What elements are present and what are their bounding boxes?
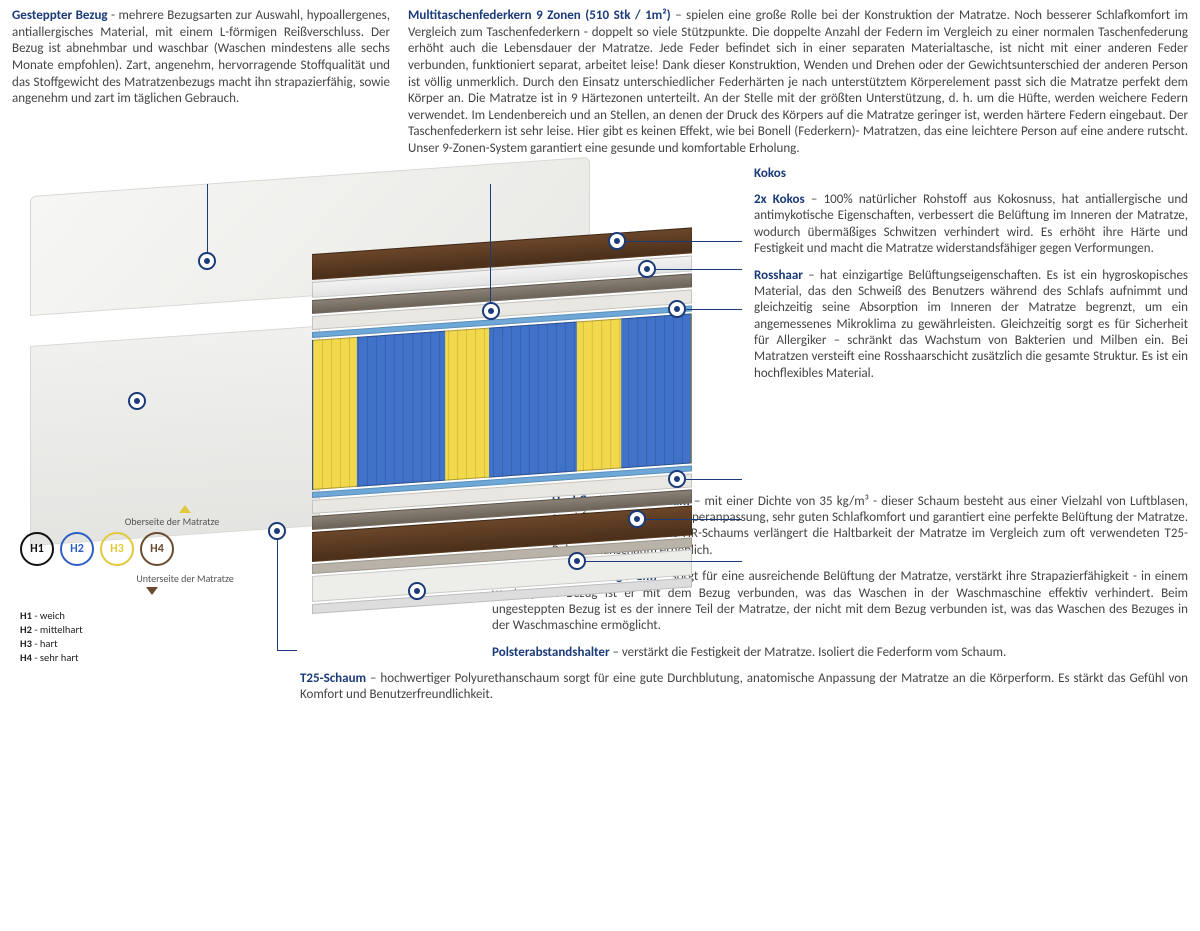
marker-hr [668, 470, 686, 488]
marker-rosshaar [668, 300, 686, 318]
hardness-circle: H2 [60, 532, 94, 566]
hardness-definitions: H1 - weichH2 - mittelhartH3 - hartH4 - s… [20, 609, 280, 666]
lead-klima [646, 519, 742, 520]
lead-cover [207, 184, 208, 256]
legend-bottom-label: Unterseite der Matratze [90, 572, 280, 585]
t25-text: – hochwertiger Polyurethanschaum sorgt f… [300, 671, 1188, 702]
top-row: Gesteppter Bezug - mehrere Bezugsarten z… [12, 8, 1188, 158]
rosshaar-title: Rosshaar [754, 268, 803, 283]
marker-springs [482, 302, 500, 320]
hardness-def: H1 - weich [20, 609, 280, 623]
hardness-def: H2 - mittelhart [20, 623, 280, 637]
marker-kokos [608, 232, 626, 250]
arrow-down-icon [146, 587, 158, 595]
spring-title: Multitaschenfederkern 9 Zonen (510 Stk /… [408, 8, 671, 23]
marker-kokos2 [638, 260, 656, 278]
cover-title: Gesteppter Bezug [12, 8, 108, 23]
cover-description: Gesteppter Bezug - mehrere Bezugsarten z… [12, 8, 390, 158]
hardness-def: H3 - hart [20, 637, 280, 651]
rosshaar-text: – hat einzigartige Belüftungseigenschaft… [754, 268, 1188, 381]
spring-text: – spielen eine große Rolle bei der Konst… [408, 8, 1188, 156]
marker-cover-side [128, 392, 146, 410]
marker-klima [628, 510, 646, 528]
kokos2-title: 2x Kokos [754, 192, 805, 207]
hardness-circles: H1H2H3H4 [20, 532, 280, 566]
item-rosshaar: Rosshaar – hat einzigartige Belüftungsei… [754, 268, 1188, 383]
hardness-circle: H3 [100, 532, 134, 566]
lead-polster [586, 561, 742, 562]
lead-rosshaar [686, 309, 742, 310]
layer-springs-lines [312, 313, 692, 490]
hardness-circle: H1 [20, 532, 54, 566]
lead-kokos [626, 241, 742, 242]
marker-cover-top [198, 252, 216, 270]
t25-title: T25-Schaum [300, 671, 366, 686]
item-t25: T25-Schaum – hochwertiger Polyurethansch… [300, 671, 1188, 704]
lead-springs [490, 184, 491, 306]
item-kokos: Kokos [754, 166, 1188, 182]
marker-polster [568, 552, 586, 570]
hardness-circle: H4 [140, 532, 174, 566]
arrow-up-icon [179, 505, 191, 513]
legend-top-label: Oberseite der Matratze [125, 515, 219, 528]
lead-hr [686, 479, 742, 480]
kokos-title: Kokos [754, 166, 786, 181]
kokos2-text: – 100% natürlicher Rohstoff aus Kokosnus… [754, 192, 1188, 256]
hardness-legend: Oberseite der Matratze H1H2H3H4 Untersei… [20, 505, 280, 666]
hardness-def: H4 - sehr hart [20, 651, 280, 665]
bottom-descriptions: T25-Schaum – hochwertiger Polyurethansch… [300, 671, 1188, 704]
diagram-column: Oberseite der Matratze H1H2H3H4 Untersei… [12, 166, 742, 666]
lead-kokos2 [656, 269, 742, 270]
lead-t25-h [277, 650, 297, 651]
spring-description: Multitaschenfederkern 9 Zonen (510 Stk /… [408, 8, 1188, 158]
marker-t25 [408, 582, 426, 600]
item-kokos2: 2x Kokos – 100% natürlicher Rohstoff aus… [754, 192, 1188, 258]
